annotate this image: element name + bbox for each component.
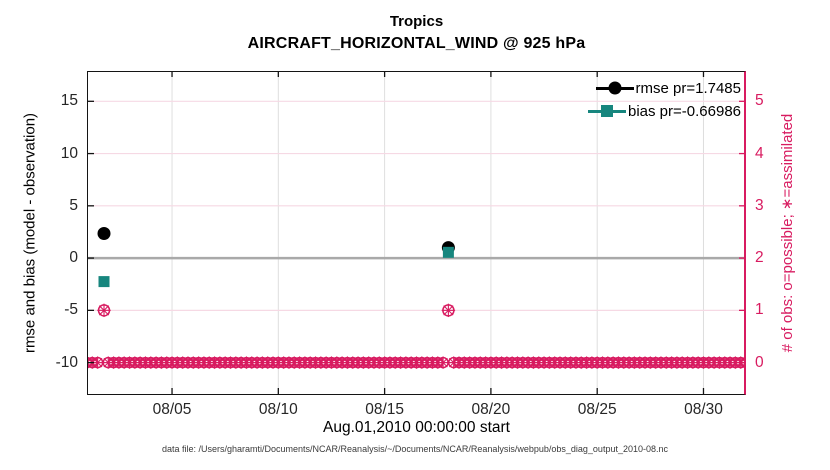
y-right-axis-label: # of obs: o=possible; ∗=assimilated	[779, 113, 796, 353]
y-left-tick-label: -10	[55, 353, 78, 371]
bias-point	[98, 276, 110, 288]
y-right-tick-label: 3	[755, 196, 764, 214]
x-tick-label: 08/10	[258, 401, 298, 418]
y-left-tick-label: 15	[60, 92, 78, 110]
chart-title-block: Tropics AIRCRAFT_HORIZONTAL_WIND @ 925 h…	[87, 13, 746, 53]
x-tick-label: 08/05	[152, 401, 192, 418]
y-right-tick-label: 0	[755, 353, 764, 371]
x-tick-label: 08/25	[577, 401, 617, 418]
legend-label: rmse pr=1.7485	[635, 79, 741, 97]
y-right-tick-label: 4	[755, 144, 764, 162]
legend-item: rmse pr=1.7485	[588, 77, 741, 99]
y-right-tick-label: 5	[755, 92, 764, 110]
rmse-point	[97, 227, 111, 241]
obs-count-marker	[97, 303, 111, 318]
legend-item: bias pr=-0.66986	[588, 100, 741, 122]
y-right-tick-label: 1	[755, 301, 764, 319]
y-left-tick-label: 5	[69, 196, 78, 214]
x-tick-label: 08/15	[365, 401, 405, 418]
legend-symbol	[601, 105, 613, 117]
y-left-tick-label: -5	[64, 301, 78, 319]
obs-count-marker	[441, 303, 456, 318]
y-left-tick-label: 10	[60, 144, 78, 162]
x-axis-label: Aug.01,2010 00:00:00 start	[322, 419, 510, 436]
data-file-caption: data file: /Users/gharamti/Documents/NCA…	[161, 444, 668, 454]
obs-zero-marker	[436, 356, 450, 369]
y-right-tick-label: 2	[755, 249, 764, 267]
legend-circle-marker-icon	[595, 80, 634, 96]
chart-subtitle: AIRCRAFT_HORIZONTAL_WIND @ 925 hPa	[247, 35, 586, 52]
legend-label: bias pr=-0.66986	[628, 102, 741, 120]
x-tick-label: 08/30	[684, 401, 723, 418]
legend: rmse pr=1.7485 bias pr=-0.66986	[588, 77, 741, 122]
legend-symbol	[608, 81, 622, 95]
x-tick-label: 08/20	[471, 401, 511, 418]
plot-area	[87, 71, 746, 395]
legend-square-marker-icon	[588, 103, 626, 119]
y-left-tick-label: 0	[69, 249, 78, 267]
bias-point	[442, 246, 454, 258]
chart-title: Tropics	[389, 13, 444, 30]
chart-canvas	[87, 71, 746, 395]
